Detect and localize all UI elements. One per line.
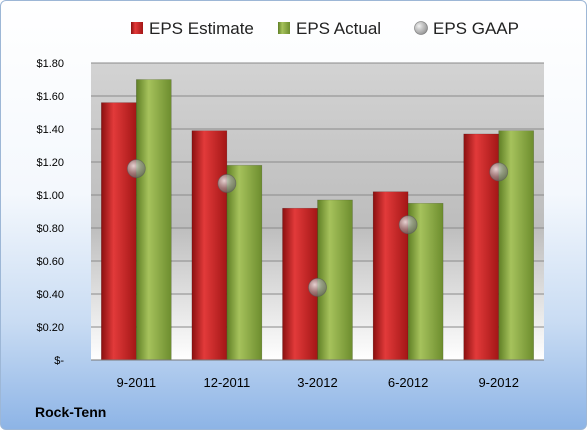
y-tick-label: $- [54, 355, 64, 367]
bars [101, 79, 534, 361]
gaap-marker [126, 159, 146, 179]
legend: EPS Estimate EPS Actual EPS GAAP [131, 19, 519, 38]
company-label: Rock-Tenn [35, 404, 106, 420]
gaap-markers [126, 159, 509, 297]
y-tick-label: $1.00 [36, 190, 64, 202]
y-axis-ticks: $- $0.20 $0.40 $0.60 $0.80 $1.00 $1.20 $1.40 $1.… [36, 58, 64, 367]
legend-label: EPS Estimate [149, 19, 254, 38]
gaap-marker [217, 174, 237, 193]
gaap-marker [398, 215, 418, 235]
x-tick-label: 9-2011 [117, 375, 157, 390]
y-tick-label: $0.40 [36, 289, 64, 301]
legend-swatch [414, 21, 428, 35]
y-tick-label: $1.40 [36, 124, 64, 136]
y-tick-label: $0.80 [36, 223, 64, 235]
estimate-bar [101, 102, 137, 361]
gaap-marker [308, 277, 327, 297]
legend-swatch [278, 22, 290, 34]
legend-swatch [131, 22, 143, 34]
x-tick-label: 9-2012 [478, 375, 518, 390]
y-tick-label: $0.60 [36, 256, 64, 268]
x-tick-label: 3-2012 [297, 375, 337, 390]
x-axis-labels: 9-2011 12-2011 3-2012 6-2012 9-2012 [117, 375, 519, 390]
x-tick-label: 6-2012 [388, 375, 428, 390]
actual-bar [136, 79, 172, 361]
x-tick-label: 12-2011 [204, 375, 251, 390]
legend-label: EPS GAAP [433, 19, 519, 38]
y-tick-label: $1.60 [36, 91, 64, 103]
gaap-marker [489, 162, 509, 182]
y-tick-label: $1.20 [36, 157, 64, 169]
y-tick-label: $0.20 [36, 322, 64, 334]
estimate-bar [463, 133, 499, 361]
estimate-bar [191, 130, 228, 361]
actual-bar [226, 165, 263, 361]
legend-label: EPS Actual [296, 19, 381, 38]
y-tick-label: $1.80 [36, 58, 64, 70]
